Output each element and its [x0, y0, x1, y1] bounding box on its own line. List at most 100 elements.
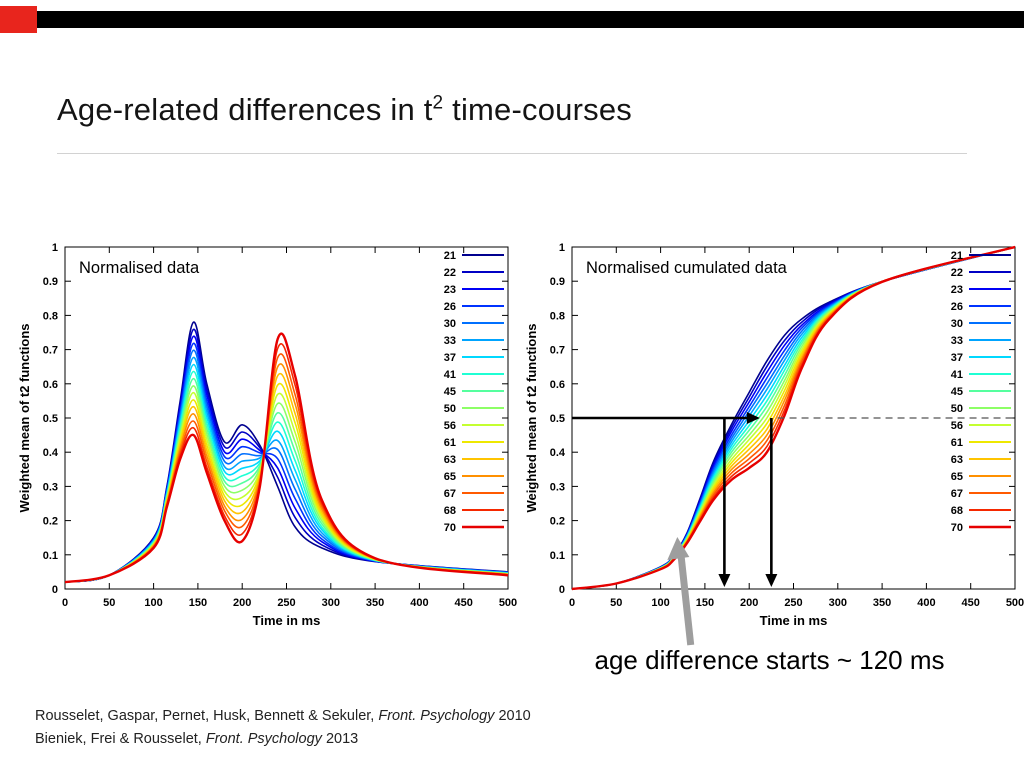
legend-label: 21	[444, 250, 456, 262]
legend-label: 33	[951, 335, 963, 347]
x-tick-label: 250	[784, 597, 802, 609]
annotations	[572, 412, 1015, 646]
legend-item-26: 26	[444, 301, 504, 313]
x-tick-label: 50	[103, 597, 115, 609]
down-arrowhead-icon	[718, 574, 731, 587]
legend-label: 65	[444, 471, 456, 483]
x-tick-label: 400	[410, 597, 428, 609]
y-tick-label: 0.3	[43, 481, 58, 493]
legend-label: 67	[951, 488, 963, 500]
legend-item-45: 45	[951, 386, 1011, 398]
age-difference-note: age difference starts ~ 120 ms	[594, 645, 945, 675]
slide-title: Age-related differences in t2 time-cours…	[57, 92, 632, 128]
legend-label: 26	[444, 301, 456, 313]
x-tick-label: 150	[189, 597, 207, 609]
x-axis-ticks: 0 50 100 150 200 250 300 350 400 450 500	[569, 247, 1024, 609]
legend-label: 50	[444, 403, 456, 415]
y-tick-label: 0.5	[550, 413, 565, 425]
x-axis-label: Time in ms	[760, 613, 828, 628]
y-tick-label: 0.1	[43, 550, 58, 562]
legend-item-61: 61	[444, 437, 504, 449]
series-line-70	[65, 332, 508, 584]
y-tick-label: 0.9	[550, 276, 565, 288]
legend-item-45: 45	[444, 386, 504, 398]
legend-label: 23	[951, 284, 963, 296]
slide-title-pre: Age-related differences in t	[57, 92, 433, 127]
legend-label: 30	[444, 318, 456, 330]
legend-item-67: 67	[951, 488, 1011, 500]
citation-1-year: 2010	[494, 708, 531, 724]
y-tick-label: 0.8	[550, 310, 565, 322]
y-axis-label: Weighted mean of t2 functions	[17, 324, 32, 513]
x-tick-label: 400	[917, 597, 935, 609]
legend-item-63: 63	[951, 454, 1011, 466]
y-tick-label: 0.5	[43, 413, 58, 425]
legend-item-30: 30	[951, 318, 1011, 330]
y-tick-label: 0.4	[550, 447, 566, 459]
x-tick-label: 500	[499, 597, 517, 609]
y-tick-label: 0.7	[550, 345, 565, 357]
y-tick-label: 0.7	[43, 345, 58, 357]
gray-arrowhead-icon	[667, 537, 690, 560]
x-tick-label: 450	[962, 597, 980, 609]
legend-label: 70	[951, 522, 963, 534]
citations: Rousselet, Gaspar, Pernet, Husk, Bennett…	[35, 705, 531, 751]
y-tick-label: 0.2	[550, 516, 565, 528]
y-tick-label: 0	[559, 584, 565, 596]
series-line-70	[572, 245, 1015, 591]
y-tick-label: 0.3	[550, 481, 565, 493]
x-tick-label: 200	[233, 597, 251, 609]
legend-label: 67	[444, 488, 456, 500]
x-tick-label: 150	[696, 597, 714, 609]
legend-label: 45	[951, 386, 963, 398]
legend-label: 61	[444, 437, 456, 449]
x-tick-label: 200	[740, 597, 758, 609]
legend: 21 22 23 26 30 33 37 41 45 50 56 61 63 65 67 68 70	[444, 250, 504, 534]
legend-item-63: 63	[444, 454, 504, 466]
x-tick-label: 500	[1006, 597, 1024, 609]
legend-label: 65	[951, 471, 963, 483]
y-axis-ticks: 0 0.1 0.2 0.3 0.4 0.5 0.6 0.7 0.8 0.9 1	[43, 242, 508, 596]
legend-label: 22	[951, 267, 963, 279]
legend-label: 56	[444, 420, 456, 432]
y-tick-label: 0.2	[43, 516, 58, 528]
y-tick-label: 0.6	[43, 379, 58, 391]
legend-label: 63	[444, 454, 456, 466]
top-red-accent	[0, 6, 37, 33]
legend-label: 45	[444, 386, 456, 398]
legend-item-33: 33	[951, 335, 1011, 347]
legend-item-50: 50	[951, 403, 1011, 415]
y-tick-label: 0	[52, 584, 58, 596]
citation-line-2: Bieniek, Frei & Rousselet, Front. Psycho…	[35, 728, 531, 751]
top-black-bar	[0, 11, 1024, 28]
citation-2-authors: Bieniek, Frei & Rousselet,	[35, 731, 206, 747]
y-axis-label: Weighted mean of t2 functions	[524, 324, 539, 513]
gray-arrow-shaft	[677, 554, 695, 646]
plot-title: Normalised cumulated data	[586, 259, 788, 277]
legend-item-70: 70	[951, 522, 1011, 534]
legend-item-50: 50	[444, 403, 504, 415]
legend-label: 22	[444, 267, 456, 279]
legend-item-22: 22	[444, 267, 504, 279]
y-tick-label: 0.8	[43, 310, 58, 322]
y-tick-label: 0.1	[550, 550, 565, 562]
x-tick-label: 0	[569, 597, 575, 609]
title-superscript: 2	[432, 92, 444, 114]
legend-label: 23	[444, 284, 456, 296]
y-tick-label: 0.4	[43, 447, 59, 459]
citation-2-journal: Front. Psychology	[205, 731, 322, 747]
y-axis-ticks: 0 0.1 0.2 0.3 0.4 0.5 0.6 0.7 0.8 0.9 1	[550, 242, 1015, 596]
x-tick-label: 250	[277, 597, 295, 609]
legend-item-41: 41	[444, 369, 504, 381]
legend-item-41: 41	[951, 369, 1011, 381]
legend-label: 70	[444, 522, 456, 534]
citation-2-year: 2013	[321, 731, 359, 747]
y-tick-label: 1	[52, 242, 58, 254]
x-tick-label: 0	[62, 597, 68, 609]
legend-label: 68	[951, 505, 963, 517]
legend-item-67: 67	[444, 488, 504, 500]
legend-label: 26	[951, 301, 963, 313]
chart-normalised-data: 0 50 100 150 200 250 300 350 400 450 500 0 0.1 0.2 0.3…	[15, 237, 517, 635]
chart-normalised-cumulated-data: 0 50 100 150 200 250 300 350 400 450 500 0 0.1 0.2 0.3…	[522, 237, 1024, 683]
x-tick-label: 100	[144, 597, 162, 609]
